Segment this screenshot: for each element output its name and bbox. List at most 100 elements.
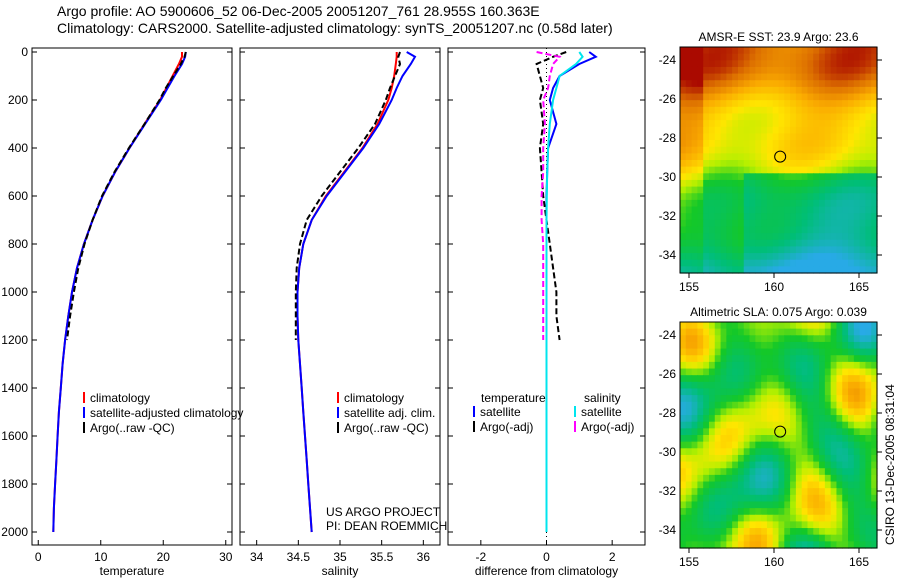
map-cell (853, 401, 861, 410)
map-cell (859, 481, 867, 489)
map-cell (836, 415, 843, 423)
map-cell (697, 186, 704, 194)
map-cell (859, 86, 867, 95)
map-cell (714, 233, 722, 241)
map-cell (824, 120, 832, 128)
map-cell (848, 468, 855, 476)
map-cell (732, 488, 739, 496)
map-cell (830, 80, 838, 88)
map-cell (813, 186, 820, 194)
map-cell (703, 361, 710, 370)
map-cell (680, 508, 687, 516)
map-cell (865, 140, 872, 148)
map-cell (836, 375, 843, 383)
map-cell (865, 239, 872, 248)
map-cell (790, 461, 797, 469)
map-cell (743, 435, 751, 443)
map-cell (813, 66, 820, 75)
map-cell (737, 93, 745, 101)
map-cell (714, 140, 722, 148)
map-cell (853, 395, 861, 403)
map-cell (691, 541, 698, 549)
map-cell (848, 488, 855, 496)
map-cell (819, 73, 826, 81)
map-cell (691, 146, 698, 154)
map-cell (842, 415, 849, 423)
map-cell (830, 266, 838, 274)
map-cell (737, 448, 745, 456)
map-cell (714, 381, 722, 390)
map-cell (819, 179, 826, 188)
map-cell (749, 100, 756, 108)
map-cell (703, 140, 710, 148)
map-cell (819, 381, 826, 390)
map-cell (830, 160, 838, 168)
map-cell (830, 153, 838, 161)
x-tick-label: 2 (609, 550, 616, 564)
map-cell (755, 335, 762, 343)
map-cell (732, 213, 739, 221)
map-cell (766, 528, 774, 536)
map-cell (801, 348, 809, 356)
map-cell (761, 494, 768, 503)
map-cell (749, 361, 756, 370)
map-cell (732, 266, 739, 274)
map-cell (784, 401, 791, 410)
map-cell (790, 528, 797, 536)
map-cell (772, 508, 780, 516)
map-cell (824, 421, 832, 429)
map-cell (720, 253, 727, 261)
map-cell (778, 233, 785, 241)
map-cell (824, 328, 832, 336)
map-cell (807, 153, 814, 161)
map-cell (772, 415, 780, 423)
map-cell (743, 106, 751, 115)
map-cell (726, 421, 733, 429)
x-tick-label: 35 (333, 550, 347, 564)
map-cell (871, 53, 878, 61)
map-cell (784, 186, 791, 194)
map-cell (726, 193, 733, 201)
map-cell (830, 388, 838, 396)
map-cell (708, 395, 716, 403)
map-cell (830, 53, 838, 61)
map-cell (708, 328, 716, 336)
map-cell (813, 514, 820, 523)
map-cell (848, 53, 855, 61)
map-cell (778, 421, 785, 429)
map-cell (680, 73, 687, 81)
map-cell (726, 348, 733, 356)
map-cell (836, 341, 843, 350)
map-cell (697, 474, 704, 483)
map-cell (859, 266, 867, 274)
timestamp-stamp: CSIRO 13-Dec-2005 08:31:04 (883, 384, 897, 545)
map-cell (853, 435, 861, 443)
map-cell (755, 66, 762, 75)
map-cell (865, 246, 872, 254)
map-cell (703, 428, 710, 436)
map-cell (853, 73, 861, 81)
map-cell (720, 186, 727, 194)
map-cell (859, 361, 867, 370)
map-cell (772, 335, 780, 343)
map-cell (720, 541, 727, 549)
series-line-black (66, 51, 187, 341)
map-cell (784, 219, 791, 228)
map-cell (703, 53, 710, 61)
map-cell (708, 66, 716, 75)
map-cell (732, 328, 739, 336)
map-cell (871, 534, 878, 542)
map-cell (755, 193, 762, 201)
map-cell (795, 173, 803, 181)
map-cell (714, 173, 722, 181)
map-cell (819, 213, 826, 221)
map-cell (685, 253, 693, 261)
map-cell (830, 186, 838, 194)
map-cell (749, 146, 756, 154)
map-cell (726, 341, 733, 350)
map-cell (766, 113, 774, 121)
map-cell (714, 186, 722, 194)
map-cell (772, 86, 780, 95)
map-cell (848, 541, 855, 549)
map-cell (807, 126, 814, 135)
